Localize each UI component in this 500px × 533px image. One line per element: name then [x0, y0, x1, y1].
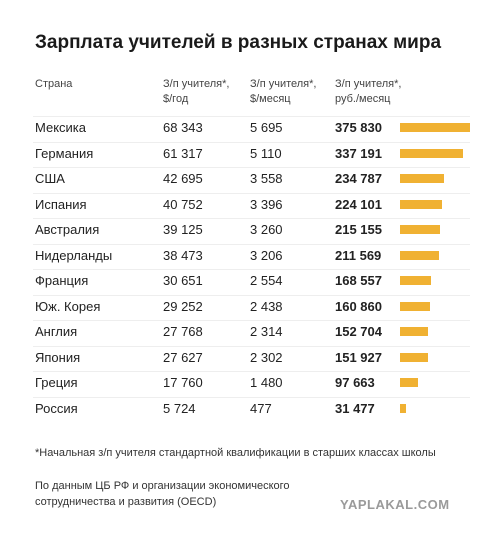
- row-separator: [33, 167, 470, 168]
- column-header: З/п учителя*,: [163, 78, 230, 90]
- rub-month: 234 787: [335, 171, 382, 186]
- usd-month: 477: [250, 400, 272, 416]
- title: Зарплата учителей в разных странах мира: [35, 32, 442, 53]
- country: Япония: [35, 349, 81, 365]
- rub-month: 211 569: [335, 247, 382, 263]
- usd-year: 38 473: [163, 247, 203, 263]
- column-header: З/п учителя*,: [335, 78, 402, 90]
- source: По данным ЦБ РФ и организации экономичес…: [35, 480, 290, 492]
- rub-month: 168 557: [335, 273, 382, 288]
- usd-year: 68 343: [163, 120, 203, 135]
- bar: [400, 378, 419, 387]
- bar: [400, 148, 463, 158]
- usd-year: 27 627: [163, 349, 203, 365]
- usd-month: 1 480: [250, 375, 283, 390]
- row-separator: [33, 243, 470, 245]
- rub-month: 224 101: [335, 196, 382, 212]
- usd-month: 2 554: [250, 273, 283, 288]
- country: Франция: [35, 273, 89, 288]
- usd-year: 30 651: [163, 273, 203, 288]
- usd-month: 3 260: [250, 222, 283, 237]
- column-header: З/п учителя*,: [250, 78, 317, 90]
- row-separator: [33, 371, 470, 372]
- row-separator: [33, 320, 470, 321]
- row-separator: [33, 218, 470, 219]
- usd-year: 61 317: [163, 145, 203, 161]
- bar: [400, 250, 440, 260]
- bar: [400, 276, 432, 285]
- column-header: руб./месяц: [335, 93, 391, 105]
- usd-year: 17 760: [163, 375, 203, 390]
- usd-month: 3 396: [250, 196, 283, 212]
- rub-month: 97 663: [335, 375, 375, 390]
- usd-month: 5 695: [250, 120, 283, 135]
- usd-year: 42 695: [163, 171, 203, 186]
- usd-year: 39 125: [163, 222, 203, 237]
- row-separator: [33, 269, 470, 270]
- bar: [400, 123, 470, 132]
- usd-month: 3 558: [250, 171, 283, 186]
- bar: [400, 199, 442, 209]
- bar: [400, 352, 429, 362]
- bar: [400, 327, 429, 336]
- row-separator: [33, 396, 470, 398]
- usd-month: 5 110: [250, 145, 282, 161]
- watermark: YAPLAKAL.COM: [340, 497, 450, 512]
- column-header: Страна: [35, 78, 73, 90]
- bar: [400, 403, 406, 413]
- usd-year: 29 252: [163, 298, 203, 314]
- column-header: $/год: [163, 93, 189, 105]
- column-header: $/месяц: [250, 93, 291, 105]
- usd-year: 5 724: [163, 400, 196, 416]
- usd-month: 2 314: [250, 324, 283, 339]
- rub-month: 337 191: [335, 145, 382, 161]
- country: Россия: [35, 400, 78, 416]
- country: Греция: [35, 375, 78, 390]
- row-separator: [33, 116, 470, 117]
- row-separator: [33, 345, 470, 347]
- rub-month: 215 155: [335, 222, 382, 237]
- country: Юж. Корея: [35, 298, 101, 314]
- country: Германия: [35, 145, 94, 161]
- bar: [400, 174, 444, 183]
- row-separator: [33, 192, 470, 194]
- row-separator: [33, 141, 470, 143]
- rub-month: 375 830: [335, 120, 382, 135]
- usd-month: 2 302: [250, 349, 283, 365]
- rub-month: 152 704: [335, 324, 382, 339]
- country: США: [35, 171, 65, 186]
- rub-month: 160 860: [335, 298, 382, 314]
- source: сотрудничества и развития (OECD): [35, 496, 217, 508]
- country: Австралия: [35, 222, 100, 237]
- row-separator: [33, 294, 470, 296]
- country: Нидерланды: [35, 247, 113, 263]
- usd-month: 2 438: [250, 298, 283, 314]
- rub-month: 31 477: [335, 400, 375, 416]
- country: Мексика: [35, 120, 87, 135]
- usd-year: 40 752: [163, 196, 203, 212]
- bar: [400, 225, 441, 234]
- country: Испания: [35, 196, 87, 212]
- bar: [400, 301, 430, 311]
- usd-year: 27 768: [163, 324, 203, 339]
- usd-month: 3 206: [250, 247, 283, 263]
- country: Англия: [35, 324, 78, 339]
- footnote: *Начальная з/п учителя стандартной квали…: [35, 447, 436, 459]
- rub-month: 151 927: [335, 349, 382, 365]
